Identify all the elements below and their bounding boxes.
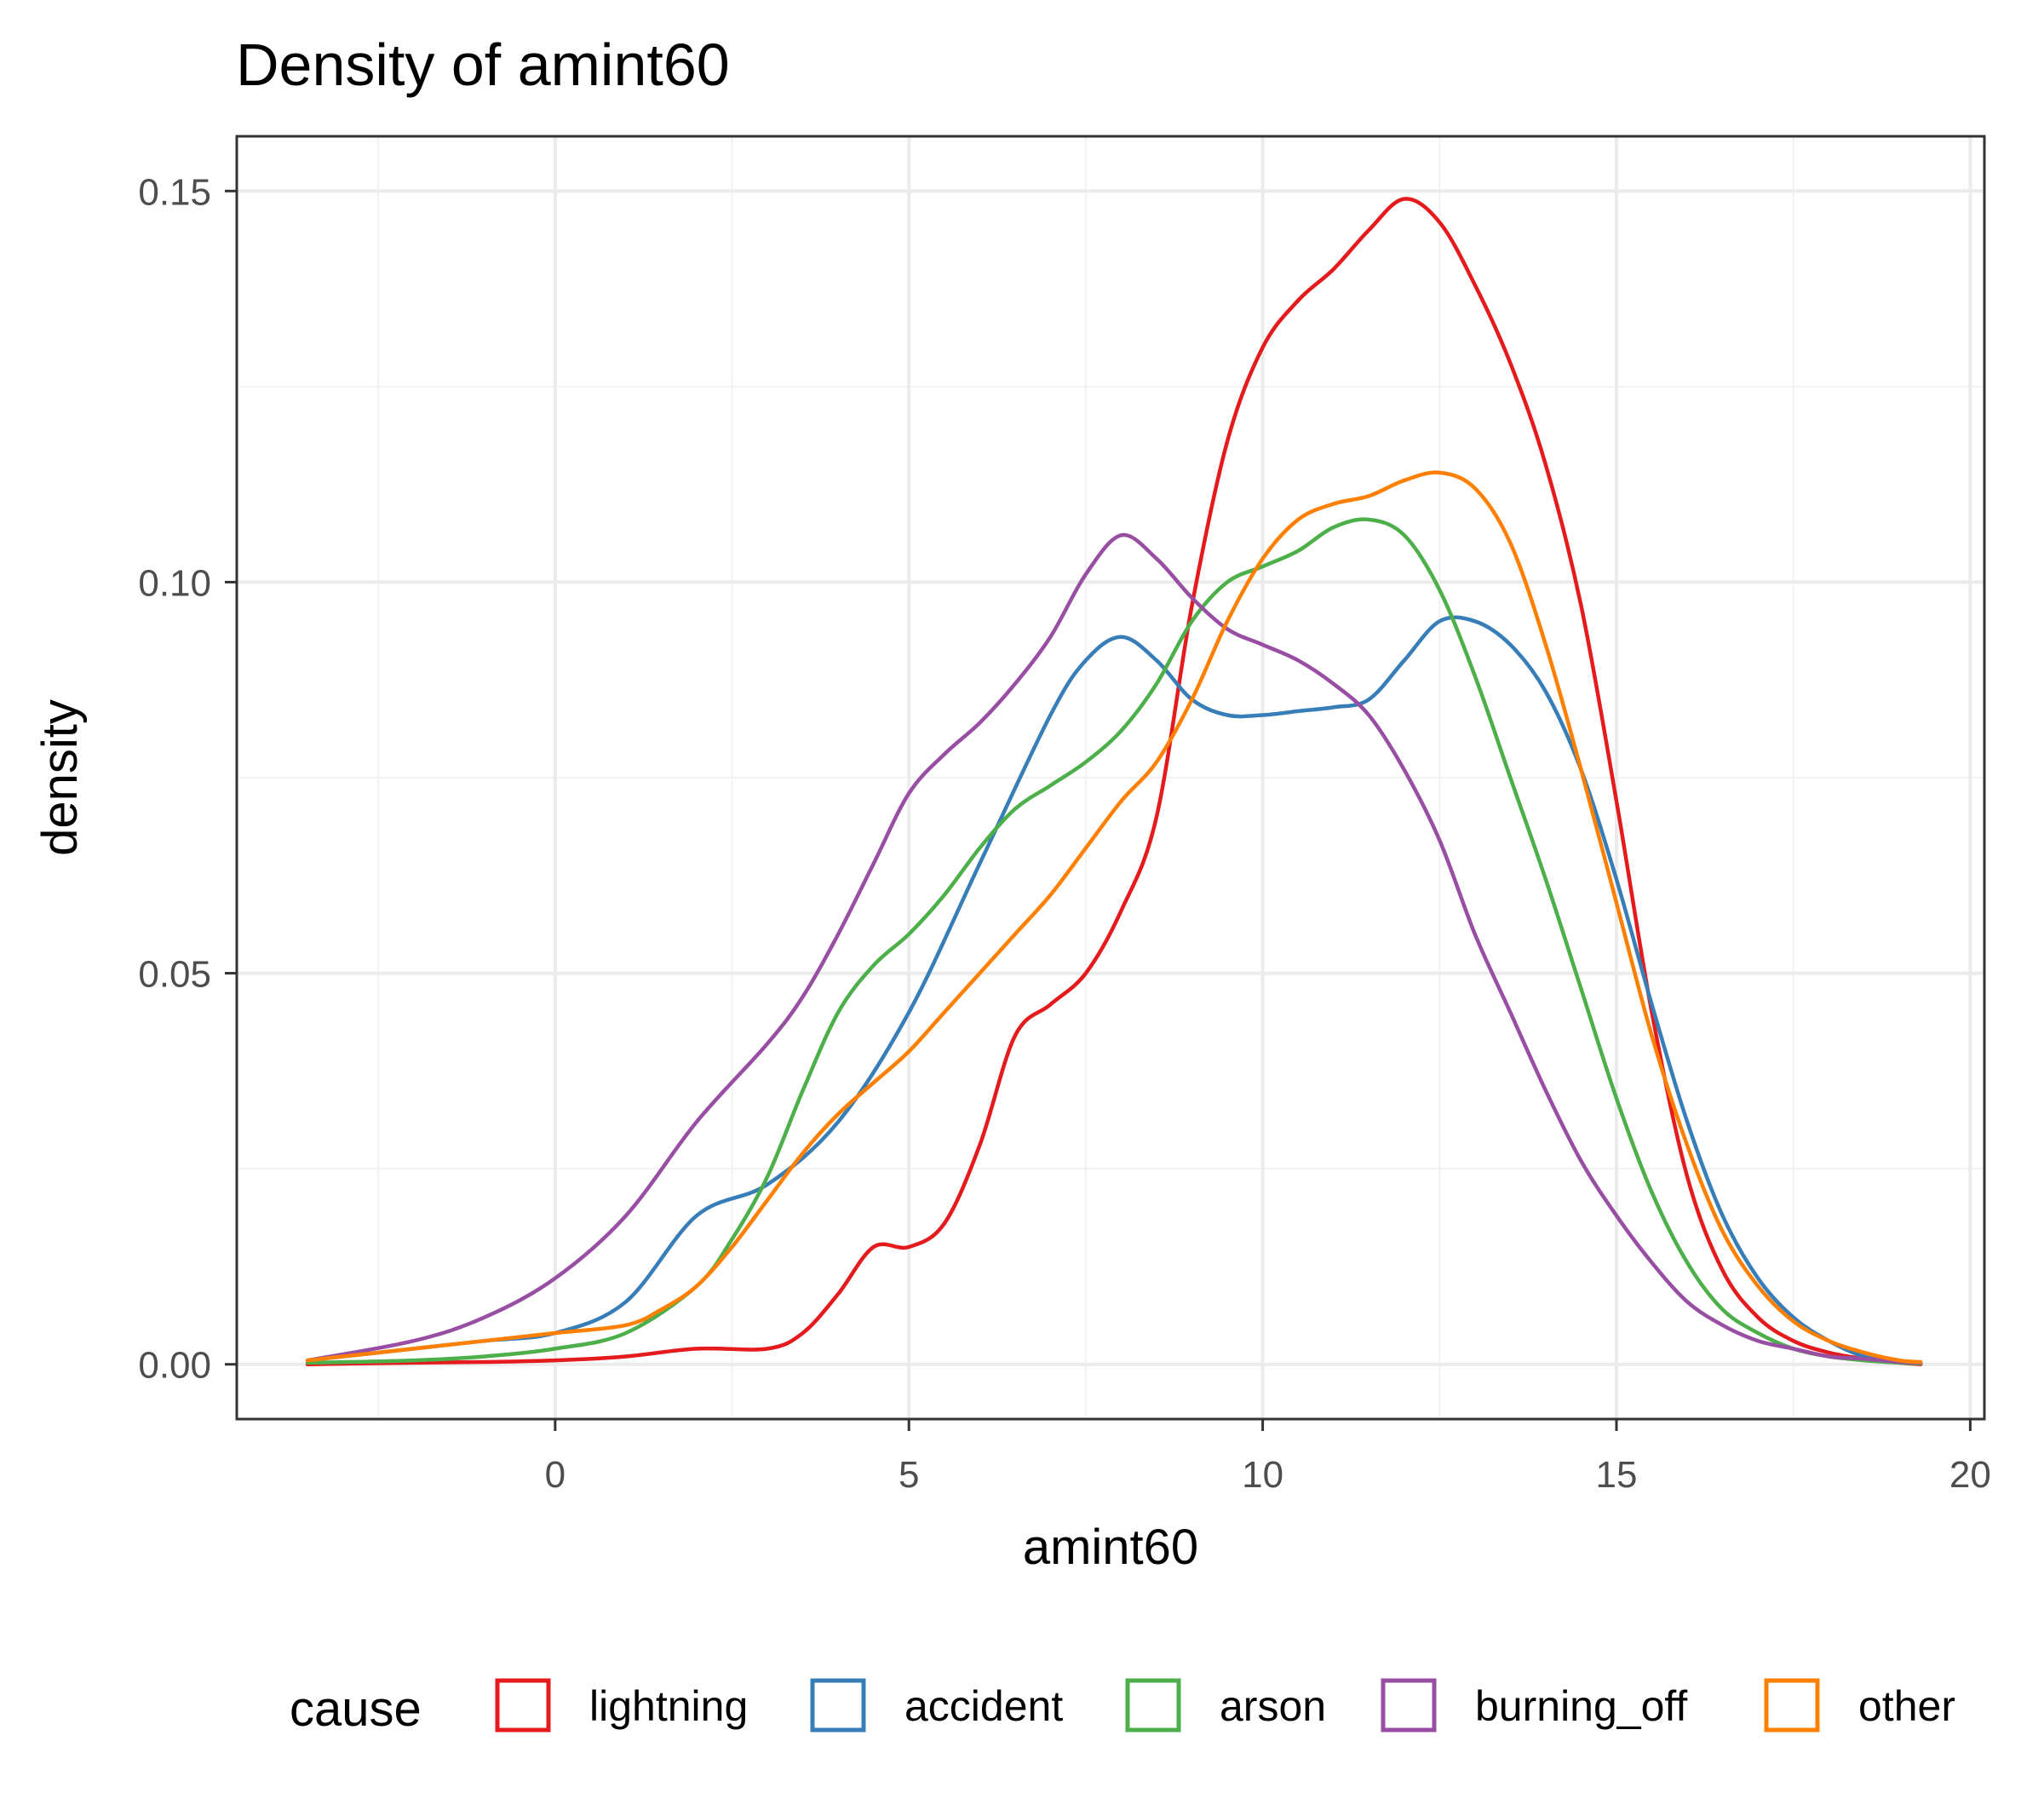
x-tick-label: 5 [899,1454,919,1496]
x-tick-label: 15 [1596,1454,1638,1496]
minor-gridlines [237,136,1984,1419]
series-line-lightning [305,197,1923,1366]
legend-label-lightning: lightning [589,1682,748,1730]
panel-border [235,135,1986,1421]
y-tick-label: 0.10 [138,562,211,604]
series-line-other [305,470,1923,1365]
legend-key-arson [1125,1678,1181,1733]
plot-panel [235,135,1986,1421]
legend-key-accident [810,1678,866,1733]
x-axis: 0 5 10 15 20 [545,1419,1991,1496]
legend-label-burning_off: burning_off [1475,1682,1687,1730]
legend-key-lightning [495,1678,551,1733]
legend-title: cause [290,1681,422,1737]
y-tick-label: 0.15 [138,171,211,213]
x-tick-label: 10 [1242,1454,1283,1496]
major-gridlines [237,136,1984,1419]
legend-key-other [1764,1678,1820,1733]
y-axis: 0.00 0.05 0.10 0.15 [138,171,237,1387]
x-tick-label: 20 [1949,1454,1991,1496]
series-line-arson [305,517,1923,1366]
y-tick-label: 0.00 [138,1345,211,1387]
x-axis-title: amint60 [1023,1520,1198,1575]
legend-items: lightning accident arson burning_off other [495,1678,1955,1733]
y-axis-title: density [32,699,88,856]
legend-label-other: other [1858,1682,1955,1730]
y-tick-label: 0.05 [138,954,211,996]
legend-label-arson: arson [1220,1682,1326,1730]
chart-title: Density of amint60 [236,32,730,98]
series-line-accident [305,615,1923,1365]
series-lines [305,197,1923,1366]
legend-key-burning_off [1381,1678,1437,1733]
legend: cause lightning accident arson burning_off o… [290,1678,1955,1737]
legend-label-accident: accident [904,1682,1063,1730]
x-tick-label: 0 [545,1454,566,1496]
